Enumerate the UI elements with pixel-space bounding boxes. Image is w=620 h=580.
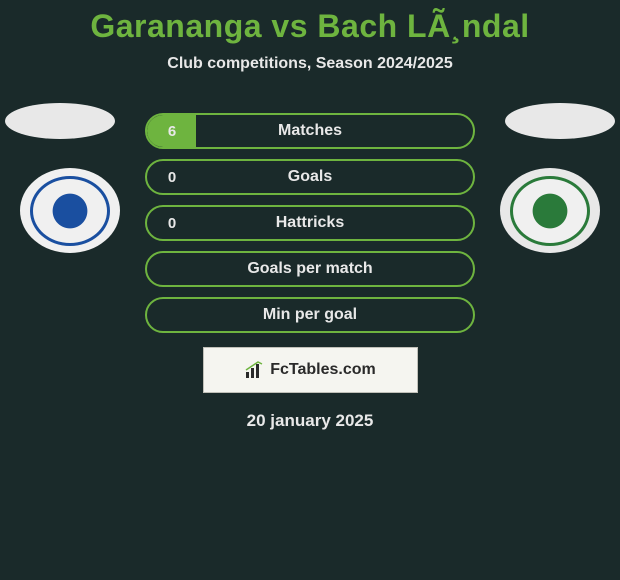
player-badge-right xyxy=(505,103,615,139)
stat-label: Goals xyxy=(197,168,423,186)
chart-icon xyxy=(244,360,264,380)
stat-label: Min per goal xyxy=(197,306,423,324)
stat-value-left: 6 xyxy=(147,123,197,140)
brand-text: FcTables.com xyxy=(270,361,376,379)
stat-label: Hattricks xyxy=(197,214,423,232)
brand-box[interactable]: FcTables.com xyxy=(203,347,418,393)
club-logo-right xyxy=(510,176,590,246)
stat-label: Goals per match xyxy=(197,260,423,278)
comparison-content: 6 Matches 0 Goals 0 Hattricks Goals per … xyxy=(0,113,620,431)
player-badge-left xyxy=(5,103,115,139)
club-badge-right xyxy=(500,168,600,253)
stat-row-goals: 0 Goals xyxy=(145,159,475,195)
page-subtitle: Club competitions, Season 2024/2025 xyxy=(0,55,620,73)
stat-row-goals-per-match: Goals per match xyxy=(145,251,475,287)
club-logo-left xyxy=(30,176,110,246)
stat-row-hattricks: 0 Hattricks xyxy=(145,205,475,241)
stat-row-matches: 6 Matches xyxy=(145,113,475,149)
stat-value-left: 0 xyxy=(147,169,197,186)
page-title: Garananga vs Bach LÃ¸ndal xyxy=(0,0,620,45)
club-badge-left xyxy=(20,168,120,253)
date-label: 20 january 2025 xyxy=(0,411,620,431)
stat-row-min-per-goal: Min per goal xyxy=(145,297,475,333)
stat-label: Matches xyxy=(197,122,423,140)
stats-container: 6 Matches 0 Goals 0 Hattricks Goals per … xyxy=(145,113,475,333)
stat-value-left: 0 xyxy=(147,215,197,232)
